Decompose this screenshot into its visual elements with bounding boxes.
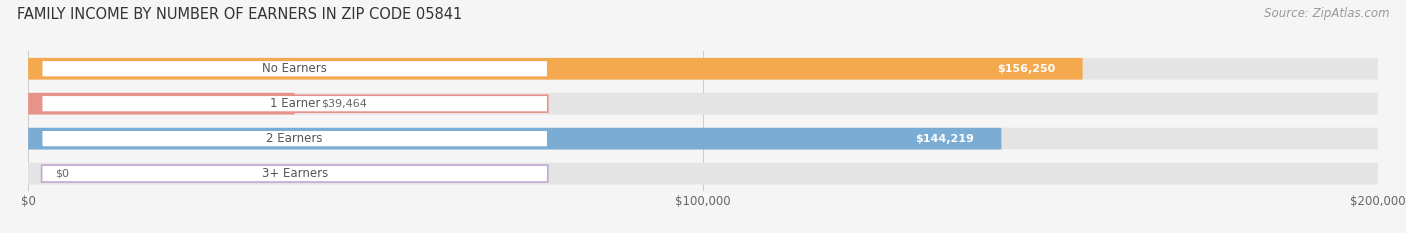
- FancyBboxPatch shape: [28, 163, 1378, 185]
- Text: $39,464: $39,464: [322, 99, 367, 109]
- FancyBboxPatch shape: [42, 60, 548, 77]
- FancyBboxPatch shape: [28, 128, 1001, 150]
- Text: 2 Earners: 2 Earners: [267, 132, 323, 145]
- FancyBboxPatch shape: [28, 58, 1378, 80]
- Text: $156,250: $156,250: [997, 64, 1056, 74]
- FancyBboxPatch shape: [28, 93, 294, 115]
- FancyBboxPatch shape: [42, 130, 548, 147]
- Text: No Earners: No Earners: [263, 62, 328, 75]
- Text: $144,219: $144,219: [915, 134, 974, 144]
- Text: Source: ZipAtlas.com: Source: ZipAtlas.com: [1264, 7, 1389, 20]
- Text: $0: $0: [55, 169, 69, 178]
- FancyBboxPatch shape: [28, 128, 1378, 150]
- FancyBboxPatch shape: [42, 95, 548, 112]
- FancyBboxPatch shape: [42, 165, 548, 182]
- FancyBboxPatch shape: [28, 58, 1083, 80]
- Text: 3+ Earners: 3+ Earners: [262, 167, 328, 180]
- FancyBboxPatch shape: [28, 93, 1378, 115]
- Text: 1 Earner: 1 Earner: [270, 97, 321, 110]
- Text: FAMILY INCOME BY NUMBER OF EARNERS IN ZIP CODE 05841: FAMILY INCOME BY NUMBER OF EARNERS IN ZI…: [17, 7, 463, 22]
